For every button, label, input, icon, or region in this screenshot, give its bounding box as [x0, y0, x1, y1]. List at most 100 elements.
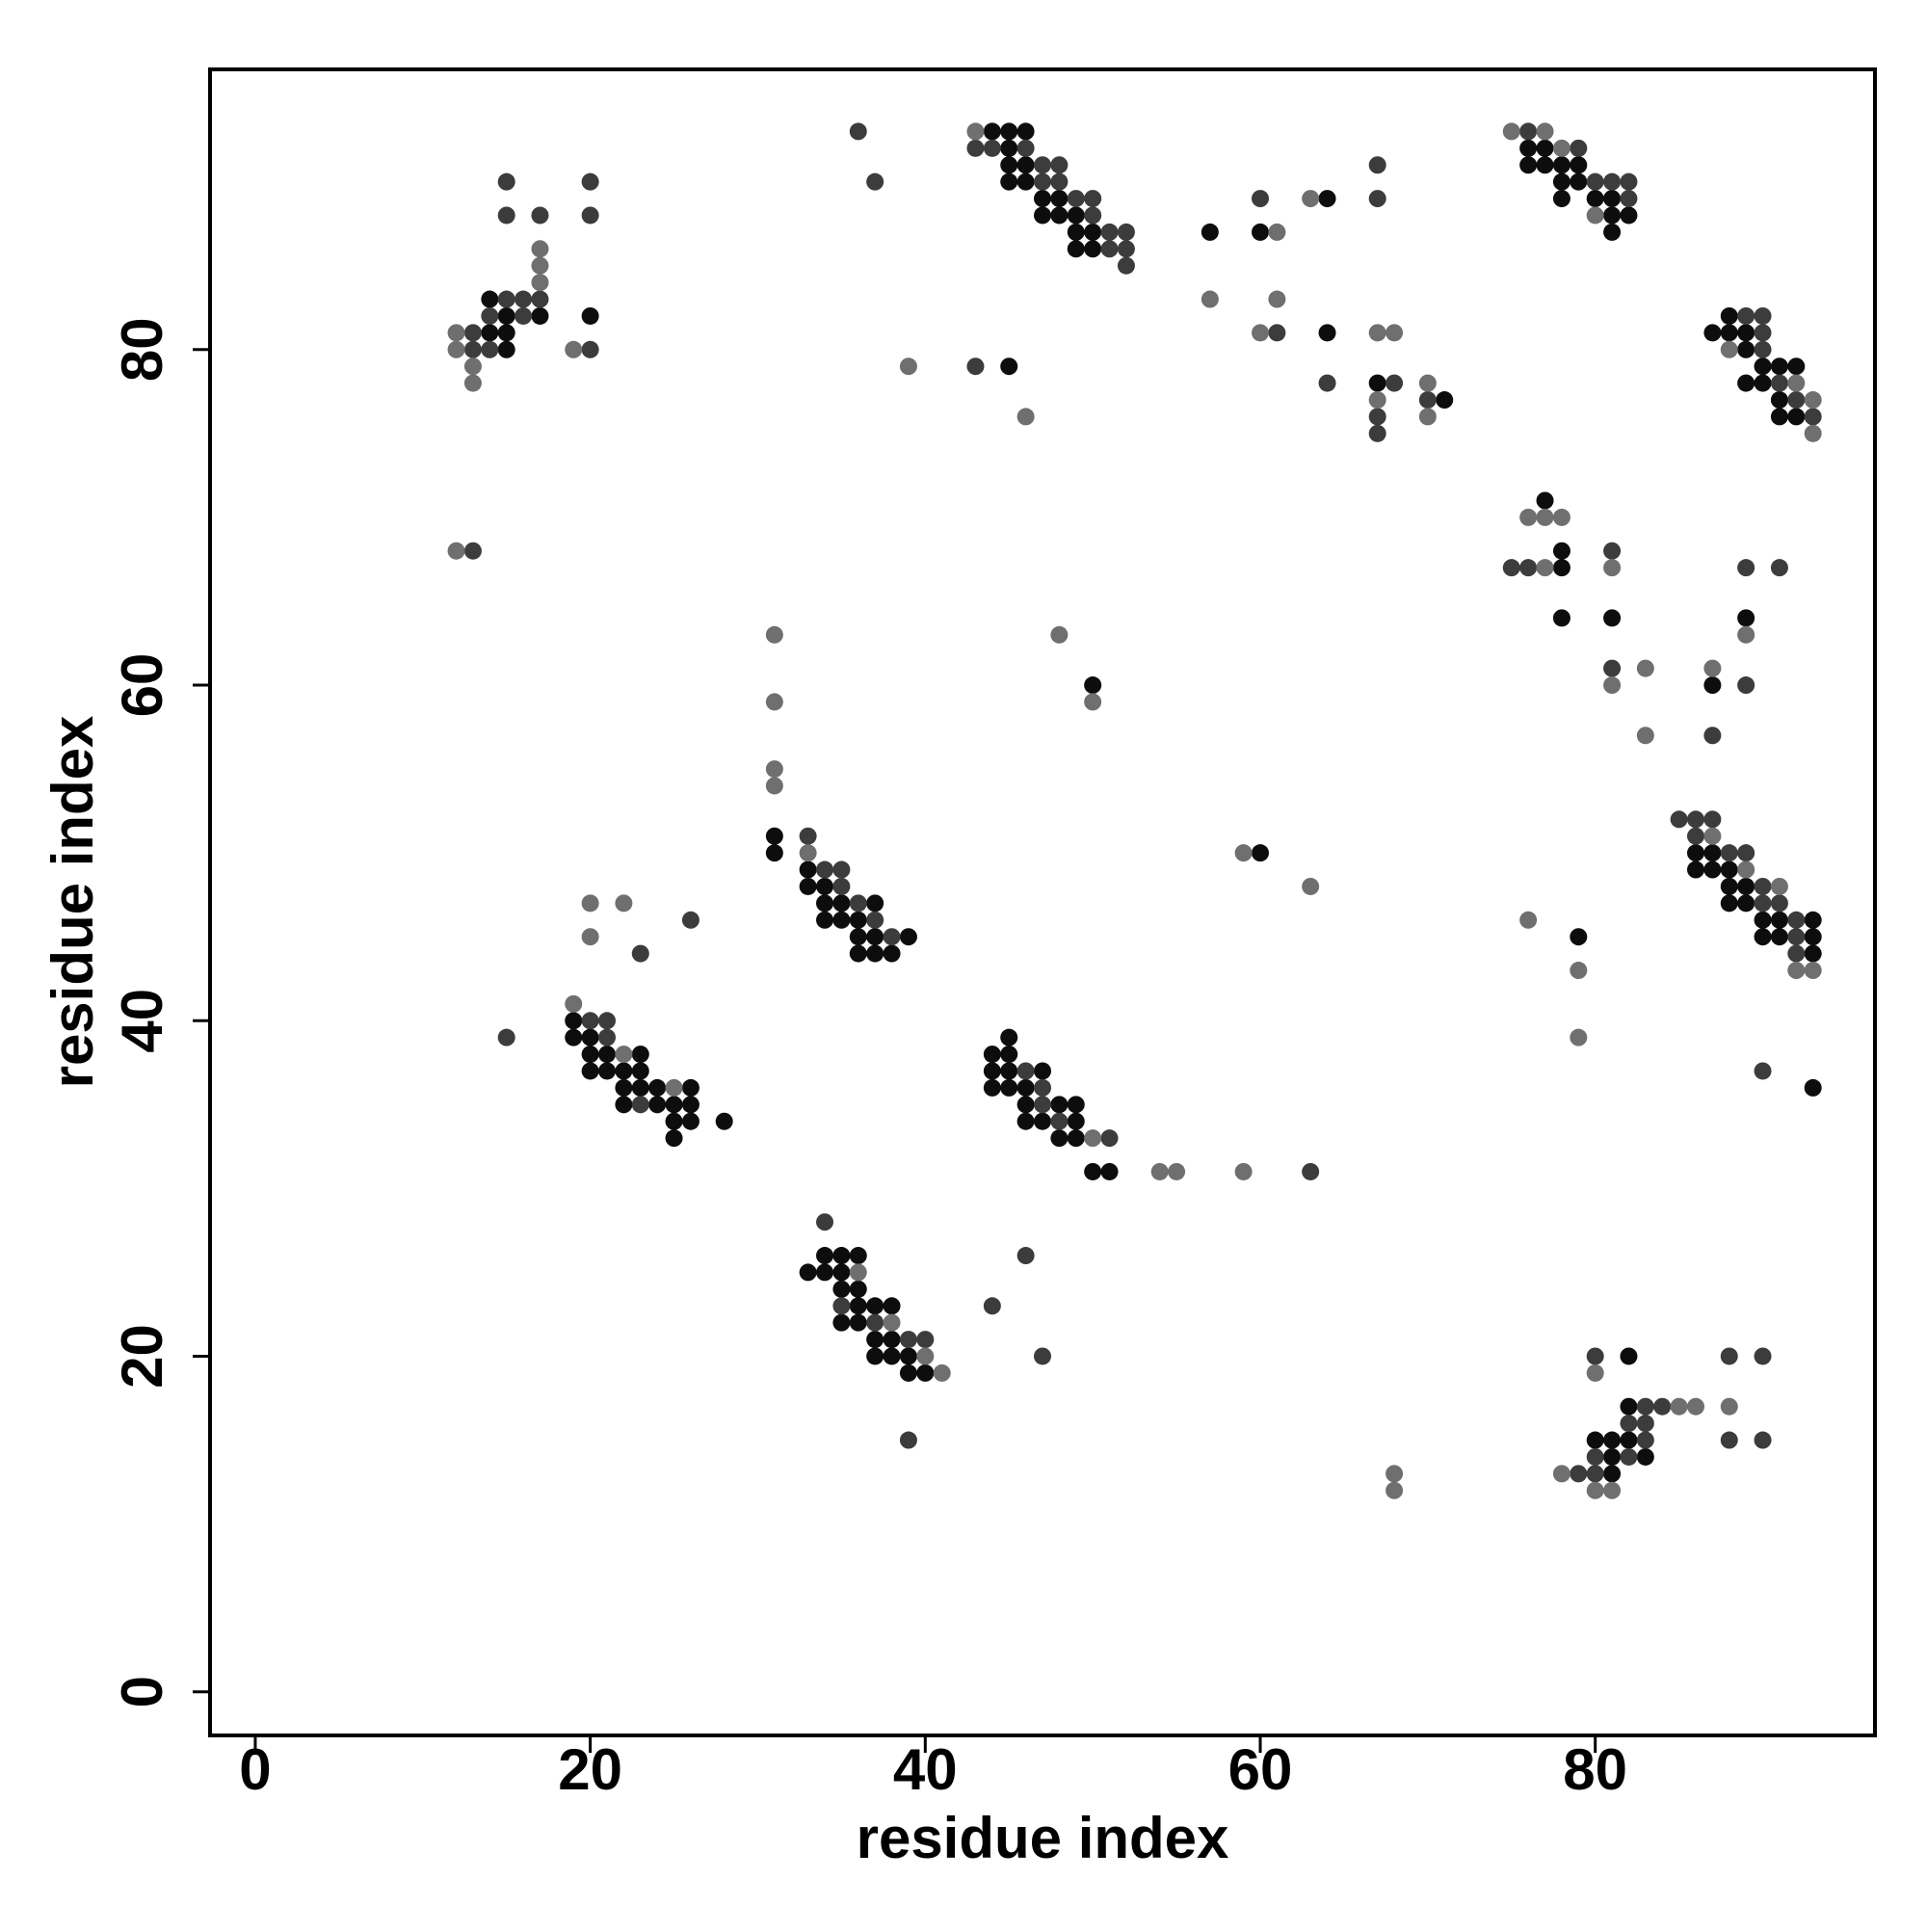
point — [1016, 1112, 1035, 1130]
point — [1720, 306, 1738, 325]
point — [1302, 877, 1320, 895]
point — [816, 1247, 834, 1265]
point — [916, 1363, 935, 1382]
point — [832, 877, 851, 895]
point — [1787, 944, 1806, 963]
point — [1100, 1162, 1119, 1180]
point — [1552, 139, 1571, 157]
point — [1636, 1431, 1654, 1449]
point — [1016, 1078, 1035, 1097]
point — [1686, 810, 1704, 829]
point — [565, 1028, 583, 1046]
point — [631, 1096, 649, 1114]
point — [581, 1012, 599, 1030]
point — [1720, 340, 1738, 358]
point — [883, 928, 901, 946]
point — [1570, 156, 1588, 174]
point — [1754, 928, 1772, 946]
point — [1754, 340, 1772, 358]
point — [1586, 172, 1604, 191]
point — [598, 1012, 617, 1030]
point — [1034, 1062, 1051, 1080]
point — [1670, 810, 1688, 829]
point — [799, 877, 817, 895]
point — [1636, 659, 1654, 677]
point — [933, 1363, 951, 1382]
point — [1770, 894, 1788, 913]
point — [1519, 139, 1538, 157]
point — [447, 542, 465, 560]
point — [497, 340, 515, 358]
x-tick-label: 80 — [1563, 1737, 1627, 1802]
point — [799, 1263, 817, 1282]
point — [1117, 240, 1135, 258]
point — [1536, 508, 1554, 526]
point — [1552, 508, 1571, 526]
point — [1368, 424, 1386, 442]
point — [1703, 324, 1722, 342]
point — [681, 1078, 700, 1097]
y-tick-label: 80 — [110, 317, 174, 382]
point — [1770, 877, 1788, 895]
point — [1720, 324, 1738, 342]
point — [866, 894, 884, 913]
point — [1016, 1062, 1035, 1080]
point — [765, 693, 783, 711]
point — [463, 374, 482, 392]
point — [849, 1280, 867, 1298]
point — [883, 1313, 901, 1332]
point — [816, 860, 834, 879]
point — [832, 894, 851, 913]
point — [1016, 408, 1035, 426]
point — [1586, 1465, 1604, 1483]
point — [1251, 223, 1269, 241]
point — [1000, 1045, 1018, 1064]
point — [1536, 122, 1554, 141]
point — [1703, 860, 1722, 879]
point — [1000, 1062, 1018, 1080]
point — [681, 1112, 700, 1130]
point — [581, 306, 599, 325]
point — [849, 1297, 867, 1315]
point — [765, 827, 783, 845]
point — [1067, 1129, 1085, 1148]
point — [799, 827, 817, 845]
point — [598, 1045, 617, 1064]
point — [1050, 625, 1069, 644]
point — [531, 206, 549, 225]
point — [1770, 374, 1788, 392]
point — [1737, 844, 1755, 862]
point — [1000, 139, 1018, 157]
point — [1050, 156, 1069, 174]
point — [983, 1297, 1001, 1315]
point — [615, 894, 633, 913]
point — [1686, 827, 1704, 845]
point — [832, 1280, 851, 1298]
point — [866, 1347, 884, 1365]
point — [1754, 374, 1772, 392]
point — [1603, 676, 1622, 695]
point — [1201, 290, 1219, 308]
x-tick-label: 0 — [239, 1737, 271, 1802]
point — [1787, 391, 1806, 410]
point — [849, 928, 867, 946]
point — [463, 542, 482, 560]
point — [1067, 190, 1085, 208]
point — [1754, 1347, 1772, 1365]
point — [1100, 1129, 1119, 1148]
point — [463, 340, 482, 358]
y-tick-label: 0 — [110, 1676, 174, 1707]
point — [1386, 1481, 1404, 1499]
point — [1570, 139, 1588, 157]
point — [1034, 172, 1051, 191]
point — [1150, 1162, 1169, 1180]
point — [1251, 324, 1269, 342]
point — [1737, 340, 1755, 358]
point — [1318, 324, 1336, 342]
point — [1754, 324, 1772, 342]
y-tick-label: 40 — [110, 989, 174, 1053]
point — [899, 1331, 917, 1349]
point — [1804, 391, 1822, 410]
point — [1804, 424, 1822, 442]
point — [631, 1062, 649, 1080]
